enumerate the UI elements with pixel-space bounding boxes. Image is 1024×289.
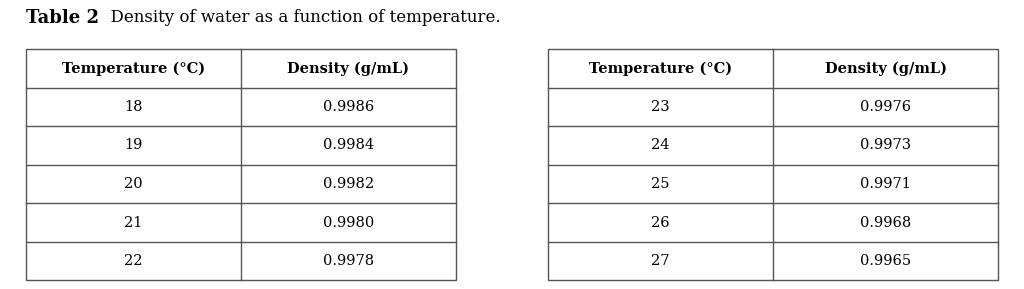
Text: 21: 21 (124, 216, 142, 229)
Text: 23: 23 (651, 100, 670, 114)
Bar (548, 49, 998, 280)
Text: 22: 22 (124, 254, 142, 268)
Text: 24: 24 (651, 138, 670, 153)
Text: 0.9978: 0.9978 (323, 254, 374, 268)
Bar (26, 49, 456, 280)
Text: Table 2: Table 2 (26, 9, 98, 27)
Text: 0.9973: 0.9973 (860, 138, 911, 153)
Text: 0.9965: 0.9965 (860, 254, 911, 268)
Bar (548, 49, 998, 280)
Text: 0.9976: 0.9976 (860, 100, 911, 114)
Text: Density (g/mL): Density (g/mL) (287, 61, 410, 76)
Text: 18: 18 (124, 100, 142, 114)
Text: 26: 26 (651, 216, 670, 229)
Text: 27: 27 (651, 254, 670, 268)
Text: 0.9971: 0.9971 (860, 177, 911, 191)
Text: 0.9984: 0.9984 (323, 138, 374, 153)
Text: Temperature (°C): Temperature (°C) (61, 61, 205, 76)
Text: 20: 20 (124, 177, 142, 191)
Text: 0.9986: 0.9986 (323, 100, 374, 114)
Text: 0.9980: 0.9980 (323, 216, 374, 229)
Bar (26, 49, 456, 280)
Text: 0.9982: 0.9982 (323, 177, 374, 191)
Text: 0.9968: 0.9968 (860, 216, 911, 229)
Text: Density of water as a function of temperature.: Density of water as a function of temper… (100, 9, 501, 26)
Text: Density (g/mL): Density (g/mL) (824, 61, 947, 76)
Text: 19: 19 (124, 138, 142, 153)
Text: Temperature (°C): Temperature (°C) (589, 61, 732, 76)
Text: 25: 25 (651, 177, 670, 191)
